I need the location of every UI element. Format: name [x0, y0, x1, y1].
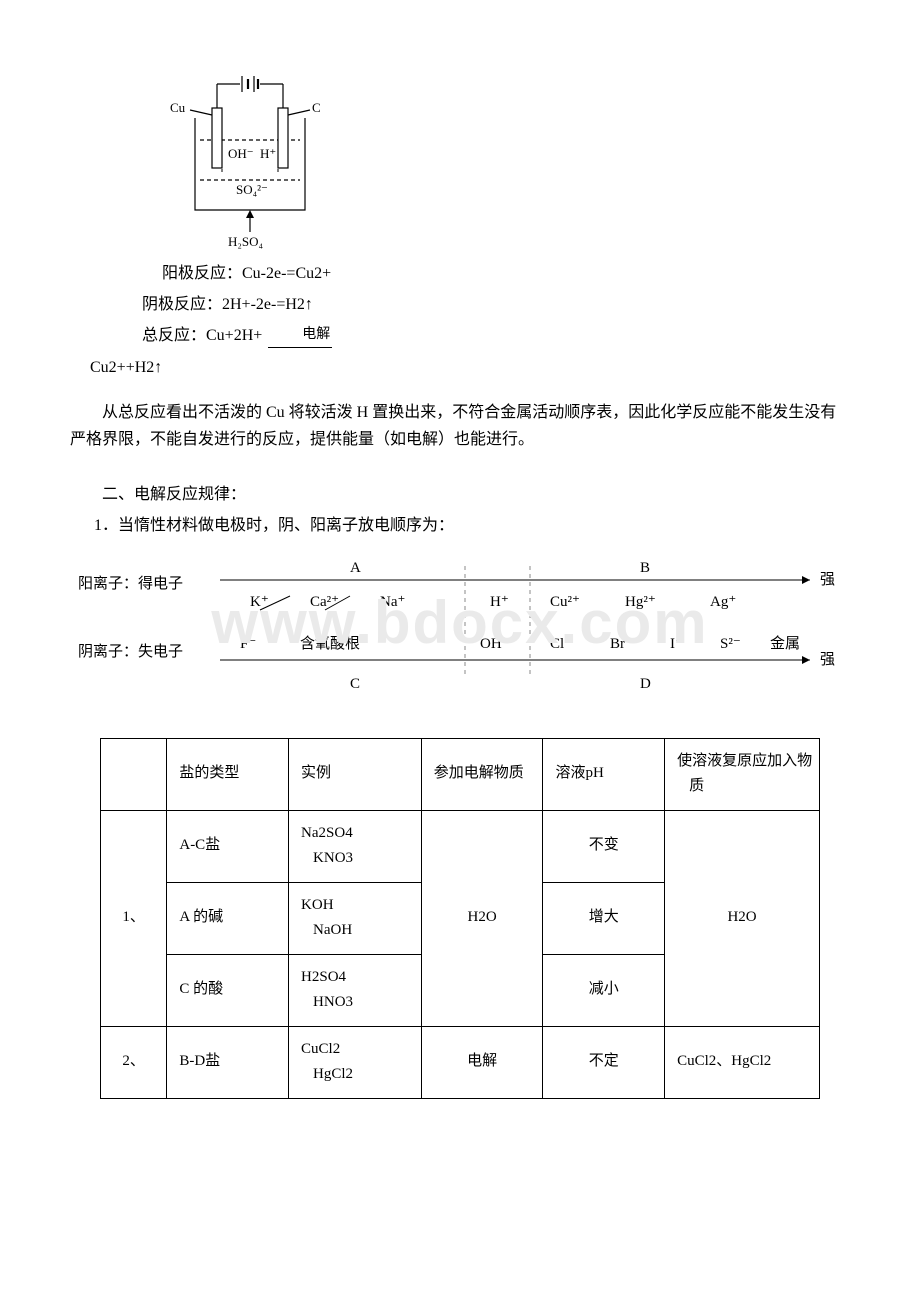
so4-ion-label: SO₄²⁻ [236, 182, 268, 197]
row1a-ph: 不变 [543, 810, 665, 882]
oh-ion-label: OH⁻ [228, 146, 254, 161]
row2-ph: 不定 [543, 1026, 665, 1098]
row1-num: 1、 [101, 810, 167, 1026]
svg-text:Cu²⁺: Cu²⁺ [550, 594, 580, 610]
row1-restore: H2O [665, 810, 820, 1026]
electrolysis-table: 盐的类型 实例 参加电解物质 溶液pH 使溶液复原应加入物质 1、 A-C盐 N… [100, 738, 820, 1099]
svg-text:H⁺: H⁺ [260, 146, 276, 161]
row1a-type: A-C盐 [173, 833, 282, 859]
svg-text:Ca²⁺: Ca²⁺ [310, 594, 339, 610]
cathode-equation: 阴极反应：2H+-2e-=H2↑ [70, 291, 850, 318]
region-d-label: D [640, 676, 651, 692]
row1c-type: C 的酸 [173, 977, 282, 1003]
svg-text:Na⁺: Na⁺ [380, 594, 405, 610]
section-2-title: 二、电解反应规律： [70, 481, 850, 508]
table-row: 2、 B-D盐 CuCl2 HgCl2 电解 不定 CuCl2、HgCl2 [101, 1026, 820, 1098]
ion-series-diagram: www.bdocx.com 阳离子：得电子 阴离子：失电子 强 A B K⁺ C… [70, 548, 850, 708]
table-row: 1、 A-C盐 Na2SO4 KNO3 H2O 不变 H2O [101, 810, 820, 882]
col-example: 实例 [295, 761, 415, 787]
anode-equation: 阳极反应：Cu-2e-=Cu2+ [70, 260, 850, 287]
svg-text:Cl⁻: Cl⁻ [550, 636, 572, 652]
svg-text:含氧酸根: 含氧酸根 [300, 635, 360, 652]
svg-text:F⁻: F⁻ [240, 636, 256, 652]
row1b-type: A 的碱 [173, 905, 282, 931]
region-a-label: A [350, 560, 361, 576]
section-2-sub: 1．当惰性材料做电极时，阴、阳离子放电顺序为： [70, 512, 850, 539]
h2so4-label: H₂SO₄ [228, 234, 264, 249]
region-b-label: B [640, 560, 650, 576]
anion-row-label: 阴离子：失电子 [78, 643, 183, 660]
row1c-ph: 减小 [543, 954, 665, 1026]
svg-text:H⁺: H⁺ [490, 594, 509, 610]
region-c-label: C [350, 676, 360, 692]
col-salt-type: 盐的类型 [173, 761, 282, 787]
row2-substance: 电解 [421, 1026, 543, 1098]
svg-text:S²⁻: S²⁻ [720, 636, 741, 652]
svg-text:Br⁻: Br⁻ [610, 636, 633, 652]
svg-text:H₂SO₄: H₂SO₄ [228, 234, 264, 249]
col-ph: 溶液pH [549, 761, 658, 787]
row2-type: B-D盐 [173, 1049, 282, 1075]
row2-num: 2、 [101, 1026, 167, 1098]
row1a-ex: Na2SO4 KNO3 [295, 821, 415, 872]
row1-substance: H2O [421, 810, 543, 1026]
explanation-paragraph: 从总反应看出不活泼的 Cu 将较活泼 H 置换出来，不符合金属活动顺序表，因此化… [70, 399, 850, 453]
row1b-ph: 增大 [543, 882, 665, 954]
svg-text:金属: 金属 [770, 635, 800, 652]
electrolysis-cell-diagram: Cu C OH⁻ H⁺ SO₄²⁻ H₂SO₄ [150, 60, 340, 250]
col-restore: 使溶液复原应加入物质 [671, 749, 813, 800]
strong-label-bottom: 强 [820, 652, 835, 668]
svg-text:I⁻: I⁻ [670, 636, 683, 652]
total-equation-prefix: 总反应：Cu+2H+ [142, 327, 262, 344]
total-equation-result: Cu2++H2↑ [70, 354, 850, 381]
h-ion-label: H⁺ [260, 146, 276, 161]
row2-restore: CuCl2、HgCl2 [671, 1049, 813, 1075]
svg-text:Ag⁺: Ag⁺ [710, 594, 736, 610]
svg-text:OH⁻: OH⁻ [480, 636, 510, 652]
strong-label-top: 强 [820, 572, 835, 588]
table-header-row: 盐的类型 实例 参加电解物质 溶液pH 使溶液复原应加入物质 [101, 738, 820, 810]
c-electrode-label: C [312, 100, 321, 115]
total-equation-line: 总反应：Cu+2H+ 电解 [70, 322, 850, 349]
svg-text:OH⁻: OH⁻ [228, 146, 254, 161]
electrolysis-label: 电解 [268, 323, 332, 348]
col-substance: 参加电解物质 [428, 761, 537, 787]
row1b-ex: KOH NaOH [295, 893, 415, 944]
cu-electrode-label: Cu [170, 100, 186, 115]
row2-ex: CuCl2 HgCl2 [295, 1037, 415, 1088]
cation-row-label: 阳离子：得电子 [78, 575, 183, 592]
row1c-ex: H2SO4 HNO3 [295, 965, 415, 1016]
svg-text:SO₄²⁻: SO₄²⁻ [236, 182, 268, 197]
svg-text:Hg²⁺: Hg²⁺ [625, 594, 656, 610]
